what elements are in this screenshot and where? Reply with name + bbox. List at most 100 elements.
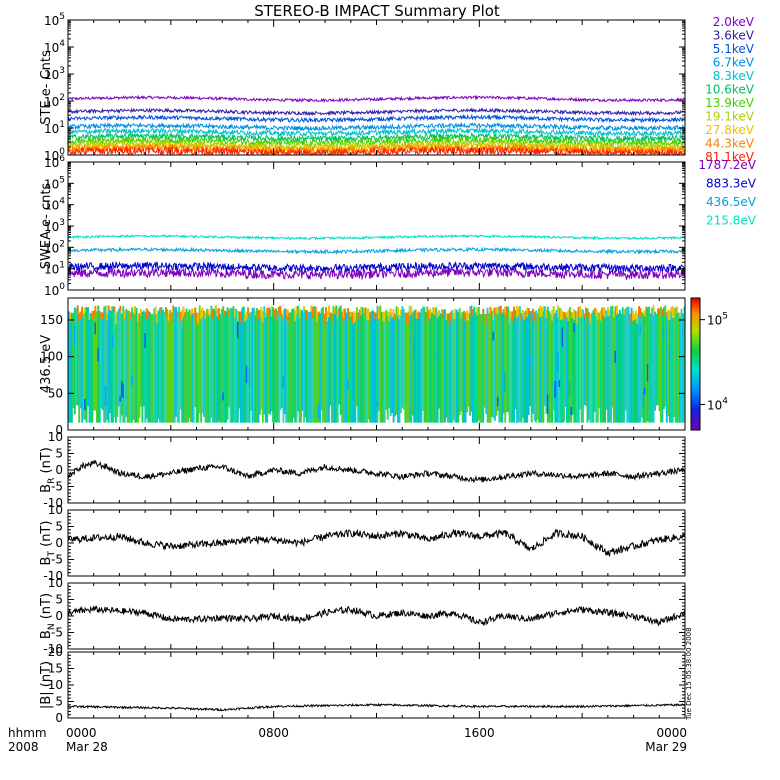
heatmap-cell — [400, 309, 402, 317]
heatmap-column — [555, 310, 558, 423]
heatmap-cell — [147, 310, 150, 317]
heatmap-cell — [505, 306, 508, 319]
heatmap-column — [98, 311, 101, 423]
heatmap-column — [589, 314, 592, 423]
heatmap-column — [364, 307, 367, 423]
heatmap-column — [200, 309, 203, 423]
y-tick-label: 100 — [44, 282, 65, 298]
legend-entry: 3.6keV — [713, 29, 755, 43]
heatmap-column — [674, 307, 677, 423]
heatmap-column — [264, 312, 267, 423]
time-tick-label: 0000 — [656, 726, 687, 740]
series-line-10.6keV — [68, 131, 685, 143]
y-tick-label: 150 — [40, 313, 63, 327]
heatmap-column — [433, 308, 436, 423]
heatmap-cell — [671, 306, 674, 318]
heatmap-cell — [245, 365, 248, 384]
heatmap-column — [662, 307, 665, 409]
date-tick-label: Mar 28 — [66, 740, 108, 754]
heatmap-column — [330, 313, 333, 423]
heatmap-cell — [573, 323, 576, 333]
heatmap-cell — [281, 313, 283, 323]
heatmap-column — [151, 314, 154, 423]
series-line — [68, 702, 685, 712]
heatmap-column — [630, 307, 633, 423]
heatmap-column — [353, 311, 355, 423]
heatmap-column — [223, 310, 226, 423]
y-tick-label: 102 — [44, 93, 65, 109]
heatmap-cell — [652, 305, 655, 316]
heatmap-cell — [104, 386, 107, 406]
heatmap-column — [392, 309, 395, 423]
heatmap-column — [162, 309, 164, 423]
heatmap-cell — [354, 313, 357, 322]
heatmap-column — [347, 308, 349, 423]
heatmap-column — [604, 308, 607, 423]
heatmap-column — [94, 306, 97, 411]
heatmap-column — [295, 306, 298, 423]
heatmap-cell — [499, 305, 502, 313]
y-tick-label: 103 — [44, 218, 65, 234]
heatmap-column — [267, 307, 270, 414]
heatmap-column — [507, 306, 510, 413]
panel-bn: -10 -5 0 5 10 BN (nT) — [39, 576, 686, 656]
heatmap-cell — [668, 348, 671, 359]
heatmap-column — [568, 307, 571, 423]
heatmap-column — [407, 311, 410, 423]
heatmap-cell — [282, 310, 285, 317]
heatmap-cell — [239, 311, 242, 323]
heatmap-cell — [248, 313, 251, 318]
heatmap-column — [357, 312, 360, 423]
heatmap-column — [283, 308, 286, 415]
heatmap-cell — [489, 306, 492, 315]
heatmap-cell — [119, 396, 122, 402]
heatmap-column — [251, 307, 254, 423]
heatmap-cell — [557, 352, 560, 373]
heatmap-column — [129, 312, 132, 423]
heatmap-column — [479, 314, 482, 423]
heatmap-cell — [360, 306, 363, 316]
heatmap-cell — [579, 306, 582, 318]
heatmap-column — [156, 313, 159, 423]
heatmap-column — [269, 309, 272, 415]
heatmap-column — [435, 307, 438, 423]
heatmap-column — [455, 309, 458, 423]
heatmap-column — [207, 309, 210, 423]
heatmap-cell — [282, 376, 285, 389]
heatmap-cell — [266, 308, 269, 315]
heatmap-column — [460, 313, 463, 412]
series-line — [68, 459, 685, 484]
y-tick-label: 100 — [44, 147, 65, 163]
ste-plot-area — [68, 94, 685, 155]
heatmap-column — [68, 311, 70, 423]
y-tick-label: 0 — [55, 463, 63, 477]
heatmap-column — [654, 311, 657, 411]
heatmap-column — [195, 312, 198, 423]
heatmap-column — [257, 310, 260, 423]
y-tick-label: 0 — [55, 423, 63, 437]
heatmap-cell — [504, 306, 507, 314]
heatmap-column — [185, 308, 188, 423]
heatmap-column — [511, 311, 514, 423]
heatmap-column — [338, 307, 341, 405]
heatmap-cell — [604, 308, 607, 318]
heatmap-column — [539, 305, 542, 423]
heatmap-cell — [463, 311, 466, 319]
y-axis-title: BT (nT) — [39, 521, 57, 566]
heatmap-column — [126, 310, 129, 423]
heatmap-cell — [314, 306, 317, 318]
heatmap-column — [661, 309, 664, 423]
heatmap-cell — [585, 307, 587, 316]
heatmap-column — [389, 308, 392, 416]
heatmap-cell — [369, 312, 372, 322]
heatmap-column — [401, 306, 404, 408]
heatmap-column — [461, 312, 464, 423]
heatmap-column — [314, 306, 317, 423]
y-tick-label: -5 — [51, 553, 63, 567]
heatmap-column — [307, 311, 310, 423]
heatmap-column — [142, 310, 145, 407]
heatmap-column — [134, 306, 136, 423]
heatmap-cell — [593, 308, 596, 314]
